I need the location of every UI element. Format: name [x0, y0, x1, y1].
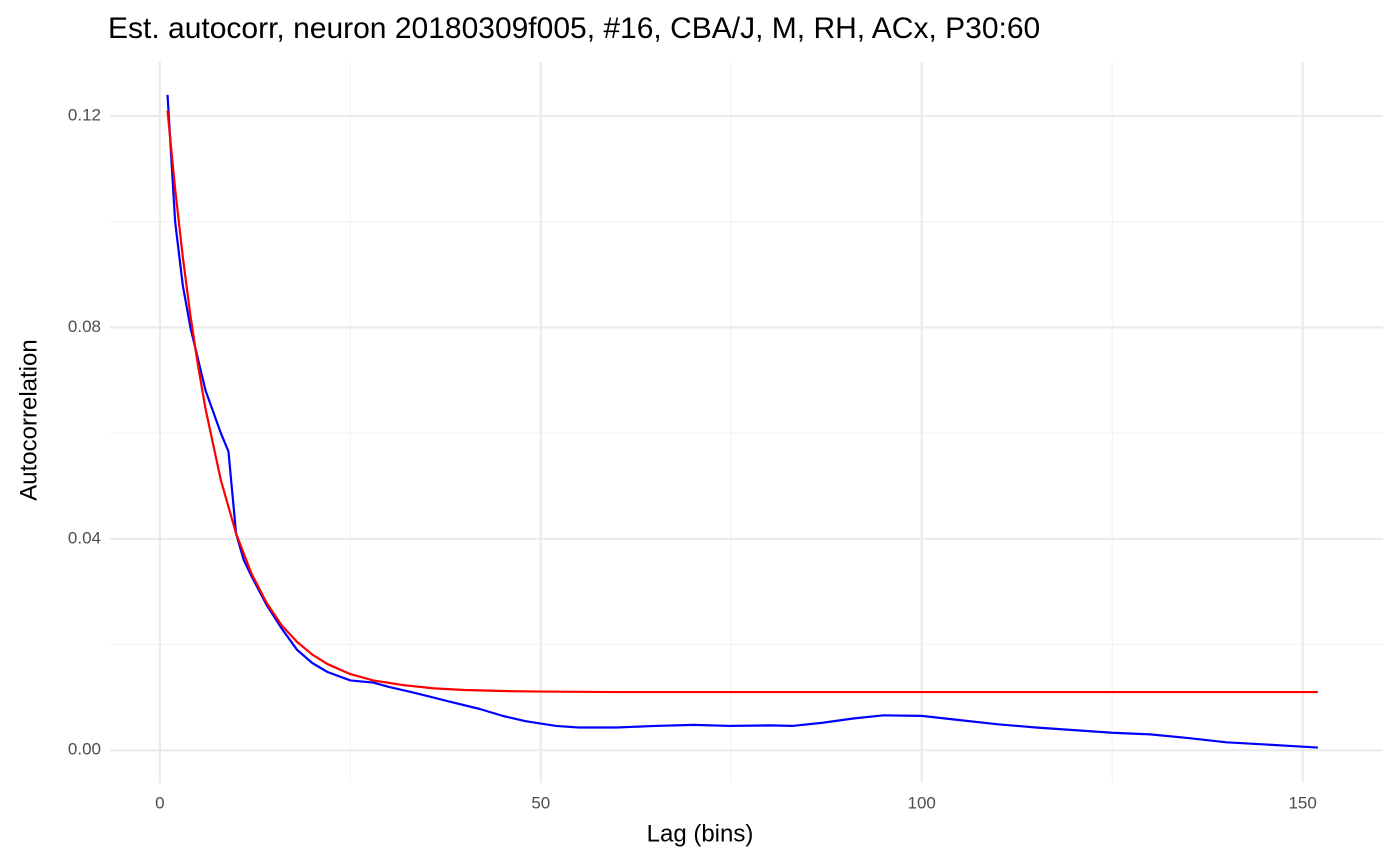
- x-tick-label: 50: [531, 793, 550, 812]
- y-tick-label: 0.00: [68, 740, 101, 759]
- line-series: [166, 110, 1318, 694]
- chart-title: Est. autocorr, neuron 20180309f005, #16,…: [108, 12, 1040, 45]
- x-axis-label: Lag (bins): [647, 820, 754, 847]
- y-tick-label: 0.08: [68, 317, 101, 336]
- x-tick-label: 100: [908, 793, 936, 812]
- x-tick-label: 150: [1288, 793, 1316, 812]
- line-series: [166, 94, 1318, 749]
- y-tick-label: 0.04: [68, 528, 101, 547]
- x-tick-label: 0: [155, 793, 164, 812]
- y-tick-label: 0.12: [68, 105, 101, 124]
- y-axis-label: Autocorrelation: [15, 339, 42, 500]
